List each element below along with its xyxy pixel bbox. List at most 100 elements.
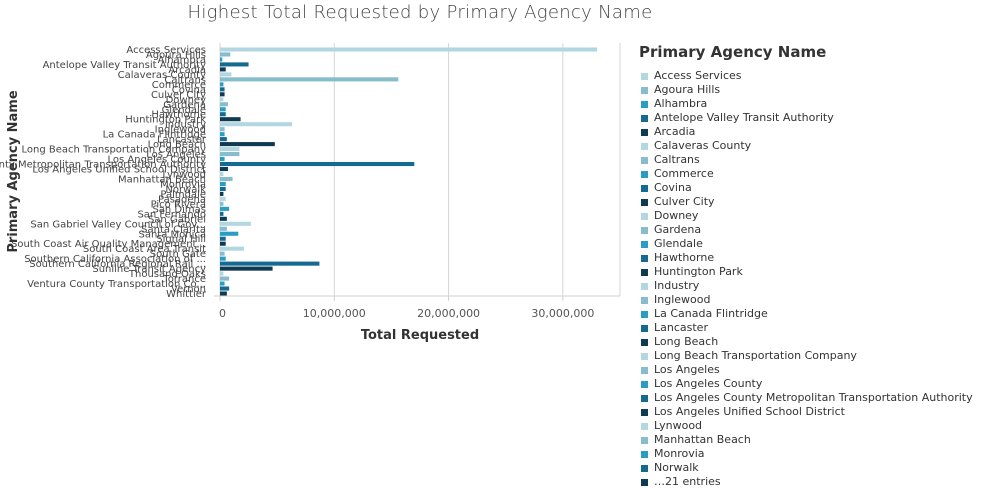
bar[interactable] — [220, 281, 225, 286]
legend-item[interactable]: Los Angeles — [639, 363, 981, 377]
bar[interactable] — [220, 191, 224, 196]
legend-item[interactable]: Culver City — [639, 195, 981, 209]
bar[interactable] — [220, 216, 227, 221]
y-tick-label: Glendale — [162, 105, 206, 116]
legend-item[interactable]: Gardena — [639, 223, 981, 237]
legend-item[interactable]: Alhambra — [639, 97, 981, 111]
legend-item[interactable]: Huntington Park — [639, 265, 981, 279]
bar[interactable] — [220, 127, 225, 132]
legend-item[interactable]: Norwalk — [639, 461, 981, 475]
y-tick-label: San Fernando — [137, 209, 206, 220]
legend-item[interactable]: Manhattan Beach — [639, 433, 981, 447]
legend-item[interactable]: Los Angeles County — [639, 377, 981, 391]
bar[interactable] — [220, 171, 224, 177]
chart-title: Highest Total Requested by Primary Agenc… — [187, 2, 653, 23]
bar[interactable] — [220, 122, 292, 127]
bar[interactable] — [220, 236, 226, 241]
legend-item[interactable]: Monrovia — [639, 447, 981, 461]
bar[interactable] — [220, 92, 225, 97]
y-tick-label: Hawthorne — [151, 110, 206, 121]
bar[interactable] — [220, 166, 228, 172]
legend-swatch — [641, 86, 648, 94]
legend-item[interactable]: La Canada Flintridge — [639, 307, 981, 321]
y-tick-label: Inglewood — [155, 125, 206, 136]
bar[interactable] — [220, 161, 415, 167]
bar[interactable] — [220, 137, 227, 142]
bar[interactable] — [220, 246, 244, 251]
bar[interactable] — [220, 251, 225, 256]
bar[interactable] — [220, 52, 231, 57]
bar[interactable] — [220, 276, 230, 281]
bar[interactable] — [220, 231, 239, 236]
legend-item[interactable]: Downey — [639, 209, 981, 223]
bar[interactable] — [220, 286, 230, 291]
bar[interactable] — [220, 266, 273, 271]
bar[interactable] — [220, 181, 226, 186]
y-tick-label: Arcadia — [168, 65, 206, 76]
y-tick-label: Covina — [172, 85, 206, 96]
legend-item[interactable]: Inglewood — [639, 293, 981, 307]
legend-item[interactable]: Industry — [639, 279, 981, 293]
bar[interactable] — [220, 117, 241, 122]
legend-item[interactable]: Commerce — [639, 167, 981, 181]
bar[interactable] — [220, 102, 228, 107]
legend-item[interactable]: Los Angeles County Metropolitan Transpor… — [639, 391, 981, 405]
legend-item[interactable]: Arcadia — [639, 125, 981, 139]
bar[interactable] — [220, 87, 225, 92]
bar[interactable] — [220, 152, 240, 157]
legend-swatch — [641, 128, 648, 136]
legend-item[interactable]: Long Beach Transportation Company — [639, 349, 981, 363]
legend-item[interactable]: Access Services — [639, 69, 981, 83]
bar[interactable] — [220, 211, 224, 216]
legend-item[interactable]: Agoura Hills — [639, 83, 981, 97]
y-tick-label: Agoura Hills — [146, 50, 206, 61]
bar[interactable] — [220, 226, 227, 231]
bar[interactable] — [220, 241, 226, 246]
legend-swatch — [641, 422, 648, 430]
bar[interactable] — [220, 201, 224, 206]
legend-item[interactable]: Long Beach — [639, 335, 981, 349]
bar[interactable] — [220, 256, 226, 261]
legend-item[interactable]: Lancaster — [639, 321, 981, 335]
bar[interactable] — [220, 261, 320, 266]
bars — [220, 47, 598, 296]
bar[interactable] — [220, 82, 224, 87]
legend-more-entries[interactable]: …21 entries — [639, 475, 981, 489]
bar[interactable] — [220, 206, 230, 211]
bar[interactable] — [220, 271, 224, 276]
bar[interactable] — [220, 196, 226, 201]
bar[interactable] — [220, 176, 233, 182]
bar[interactable] — [220, 142, 275, 147]
legend-label: Glendale — [654, 237, 703, 250]
bar[interactable] — [220, 107, 226, 112]
bar[interactable] — [220, 57, 223, 62]
bar[interactable] — [220, 221, 251, 226]
legend-item[interactable]: Calaveras County — [639, 139, 981, 153]
legend-item[interactable]: Caltrans — [639, 153, 981, 167]
bar[interactable] — [220, 291, 227, 296]
bar[interactable] — [220, 72, 232, 77]
bar[interactable] — [220, 62, 249, 67]
y-tick-label: San Dimas — [152, 204, 206, 215]
legend-item[interactable]: Covina — [639, 181, 981, 195]
bar[interactable] — [220, 132, 225, 137]
bar[interactable] — [220, 147, 240, 152]
legend-item[interactable]: Glendale — [639, 237, 981, 251]
legend-item[interactable]: Lynwood — [639, 419, 981, 433]
bar[interactable] — [220, 157, 225, 162]
legend-swatch — [641, 436, 648, 444]
bar[interactable] — [220, 47, 598, 52]
y-tick-label: Huntington Park — [125, 115, 206, 126]
legend-label: Los Angeles County Metropolitan Transpor… — [654, 391, 973, 404]
legend-item[interactable]: Los Angeles Unified School District — [639, 405, 981, 419]
legend-label: Antelope Valley Transit Authority — [654, 111, 834, 124]
bar[interactable] — [220, 77, 399, 82]
bar[interactable] — [220, 97, 224, 102]
legend-item[interactable]: Hawthorne — [639, 251, 981, 265]
bar[interactable] — [220, 186, 226, 191]
legend-item[interactable]: Antelope Valley Transit Authority — [639, 111, 981, 125]
bar[interactable] — [220, 67, 226, 72]
legend-label: Calaveras County — [654, 139, 752, 152]
bar[interactable] — [220, 112, 226, 117]
y-tick-label: South Gate — [150, 249, 206, 260]
